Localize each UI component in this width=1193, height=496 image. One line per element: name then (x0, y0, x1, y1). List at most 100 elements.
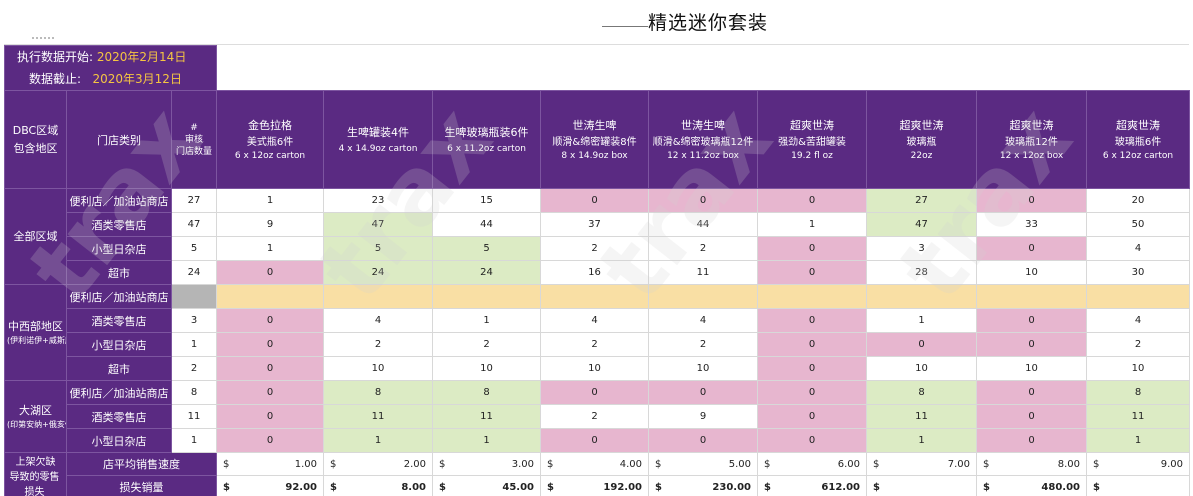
value-cell: 4 (1086, 308, 1191, 333)
value-cell: 2 (540, 332, 650, 357)
currency-value: $9.00 (1089, 459, 1187, 470)
currency-value: $230.00 (651, 482, 755, 493)
value-cell: 0 (216, 356, 325, 381)
value-cell: 0 (976, 332, 1088, 357)
region-name: 中西部地区 (8, 319, 63, 333)
currency-cell: $ (866, 475, 978, 496)
product-size: 19.2 fl oz (791, 151, 833, 161)
store-count: 2 (170, 356, 218, 381)
value-cell: 8 (1086, 380, 1191, 405)
currency-value: $480.00 (979, 482, 1084, 493)
value-cell: 0 (216, 260, 325, 285)
value-cell: 4 (1086, 236, 1191, 261)
currency-cell: $8.00 (323, 475, 434, 496)
store-type: 酒类零售店 (66, 212, 172, 237)
currency-cell: $1.00 (216, 452, 325, 476)
table-row: 酒类零售店 3 0 4 1 4 4 0 1 0 4 (5, 308, 1191, 333)
value-cell: 0 (757, 380, 868, 405)
currency-cell: $2.00 (323, 452, 434, 476)
table-row: 小型日杂店 5 1 5 5 2 2 0 3 0 4 (5, 236, 1191, 261)
value-cell: 50 (1086, 212, 1191, 237)
store-type: 便利店／加油站商店 (66, 188, 172, 213)
value-cell (432, 284, 542, 309)
dotted-mark (32, 37, 54, 39)
value-cell: 1 (1086, 428, 1191, 453)
product-size: 8 x 14.9oz box (561, 151, 628, 161)
product-name: 超爽世涛 (1116, 119, 1161, 132)
currency-amount: 4.00 (619, 458, 643, 470)
product-name: 世涛生啤 (572, 119, 617, 132)
currency-symbol: $ (1093, 458, 1100, 470)
value-cell: 0 (757, 188, 868, 213)
value-cell: 16 (540, 260, 650, 285)
value-cell: 33 (976, 212, 1088, 237)
currency-symbol: $ (983, 481, 990, 493)
product-size: 6 x 11.2oz carton (447, 144, 526, 154)
currency-value: $192.00 (543, 482, 646, 493)
region-cell-3: 大湖区 (印第安纳+俄亥俄) (4, 380, 67, 453)
currency-amount: 230.00 (712, 481, 752, 493)
footer-metric-label: 损失销量 (65, 475, 218, 496)
value-cell: 44 (432, 212, 542, 237)
currency-cell: $92.00 (216, 475, 325, 496)
value-cell: 30 (1086, 260, 1191, 285)
product-header-9: 超爽世涛 玻璃瓶6件 6 x 12oz carton (1086, 90, 1191, 189)
product-variant: 玻璃瓶 (906, 137, 937, 148)
currency-value: $8.00 (979, 459, 1084, 470)
currency-value: $1.00 (219, 459, 321, 470)
value-cell: 23 (323, 188, 434, 213)
value-cell: 10 (648, 356, 759, 381)
currency-cell: $6.00 (757, 452, 868, 476)
value-cell: 5 (432, 236, 542, 261)
region-header-line1: DBC区域 (12, 123, 59, 137)
value-cell: 10 (323, 356, 434, 381)
table-body: 执行数据开始: 2020年2月14日 数据截止: 2020年3月12日 DBC区… (3, 45, 1191, 496)
value-cell: 10 (976, 260, 1088, 285)
top-divider (4, 44, 1189, 45)
value-cell: 9 (648, 404, 759, 429)
value-cell (866, 284, 978, 309)
region-cell-1: 全部区域 (4, 188, 67, 285)
currency-symbol: $ (873, 458, 880, 470)
currency-value: $ (1089, 482, 1187, 493)
currency-amount: 92.00 (285, 481, 318, 493)
value-cell: 1 (432, 428, 542, 453)
store-type: 超市 (66, 356, 172, 381)
value-cell: 28 (866, 260, 978, 285)
value-cell: 2 (540, 404, 650, 429)
start-date-row: 执行数据开始: 2020年2月14日 数据截止: 2020年3月12日 (3, 45, 1190, 91)
region-subtitle: (印第安纳+俄亥俄) (7, 419, 66, 429)
value-cell: 0 (540, 380, 650, 405)
currency-value: $7.00 (869, 459, 974, 470)
currency-value: $ (869, 482, 974, 493)
store-count: 27 (170, 188, 218, 213)
currency-cell: $230.00 (648, 475, 759, 496)
store-count: 8 (170, 380, 218, 405)
value-cell (540, 284, 650, 309)
region-name: 大湖区 (19, 403, 52, 417)
currency-amount: 7.00 (947, 458, 971, 470)
value-cell: 2 (648, 236, 759, 261)
currency-amount: 1.00 (294, 458, 318, 470)
value-cell: 11 (323, 404, 434, 429)
value-cell: 24 (432, 260, 542, 285)
value-cell: 0 (976, 428, 1088, 453)
store-type: 小型日杂店 (66, 332, 172, 357)
table-row: 中西部地区 (伊利诺伊+威斯康星) 便利店／加油站商店 (4, 284, 1191, 381)
value-cell: 0 (976, 404, 1088, 429)
value-cell: 0 (648, 428, 759, 453)
currency-cell: $9.00 (1086, 452, 1191, 476)
product-variant: 玻璃瓶12件 (1005, 137, 1058, 148)
value-cell (323, 284, 434, 309)
loss-label-cell: 上架欠缺 导致的零售损失 (4, 452, 67, 496)
table-row: 小型日杂店 1 0 2 2 2 2 0 0 0 2 (5, 332, 1191, 357)
value-cell (1086, 284, 1191, 309)
currency-symbol: $ (547, 481, 554, 493)
product-size: 6 x 12oz carton (234, 151, 306, 161)
product-size: 4 x 14.9oz carton (338, 144, 418, 154)
currency-symbol: $ (764, 458, 771, 470)
product-name: 金色拉格 (248, 119, 293, 132)
value-cell: 10 (540, 356, 650, 381)
currency-cell: $45.00 (432, 475, 542, 496)
